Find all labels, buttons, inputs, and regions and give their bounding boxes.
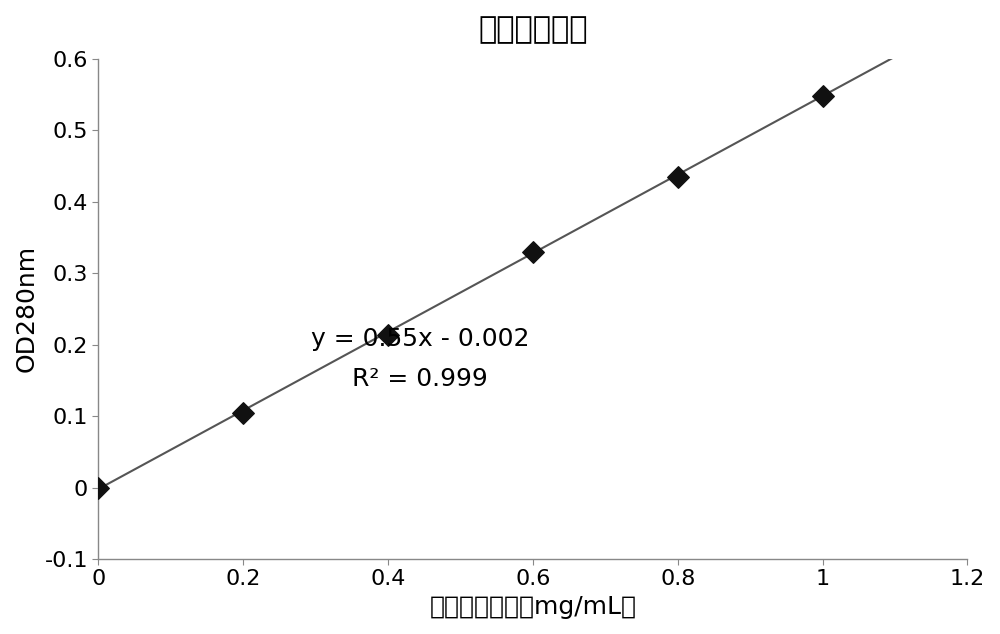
Point (90, 482, 106, 493)
Y-axis label: OD280nm: OD280nm (15, 245, 39, 373)
Text: y = 0.55x - 0.002: y = 0.55x - 0.002 (311, 327, 529, 351)
Point (380, 330, 396, 340)
Text: R² = 0.999: R² = 0.999 (352, 367, 488, 391)
Point (235, 408, 251, 418)
X-axis label: 蛋白标准浓度（mg/mL）: 蛋白标准浓度（mg/mL） (429, 595, 636, 619)
Title: 蛋白标准曲线: 蛋白标准曲线 (478, 15, 588, 44)
Point (525, 247, 541, 257)
Point (670, 172, 686, 182)
Point (815, 91, 831, 101)
